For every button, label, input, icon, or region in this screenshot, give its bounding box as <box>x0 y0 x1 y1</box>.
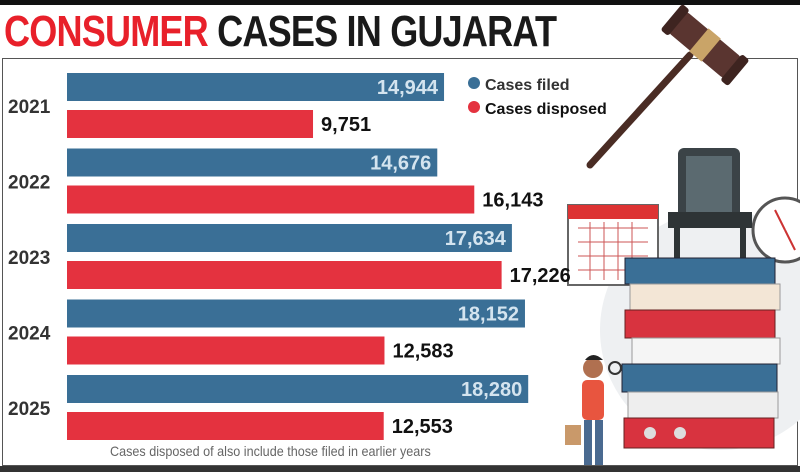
year-label: 2022 <box>8 173 50 194</box>
value-label-disposed: 12,553 <box>392 416 453 438</box>
value-label-disposed: 9,751 <box>321 114 371 136</box>
bar-cases-filed <box>67 224 512 252</box>
legend: Cases filed Cases disposed <box>468 77 607 118</box>
calendar-icon <box>567 204 659 286</box>
bar-cases-disposed <box>67 185 475 214</box>
year-label: 2025 <box>8 399 51 420</box>
footnote: Cases disposed of also include those fil… <box>110 443 431 459</box>
bar-cases-disposed <box>67 110 314 138</box>
year-label: 2023 <box>8 248 50 269</box>
chart-title: CONSUMER CASES IN GUJARAT <box>4 6 557 58</box>
value-label-disposed: 16,143 <box>482 190 543 212</box>
value-label-filed: 14,944 <box>377 77 439 99</box>
gavel-icon <box>586 4 749 169</box>
chair-icon <box>668 148 752 258</box>
clock-icon <box>751 196 800 264</box>
file-stack-icon <box>621 257 781 449</box>
year-label: 2024 <box>8 324 51 345</box>
title-part-black: CASES IN GUJARAT <box>217 7 557 56</box>
bar-cases-disposed <box>67 261 502 289</box>
bar-cases-disposed <box>67 336 385 365</box>
value-label-filed: 17,634 <box>445 228 507 250</box>
bar-cases-filed <box>67 375 529 403</box>
title-part-red: CONSUMER <box>4 7 209 56</box>
value-label-filed: 18,280 <box>461 379 522 401</box>
person-with-magnifier-icon <box>565 355 622 465</box>
legend-marker-disposed <box>468 101 480 113</box>
value-label-disposed: 17,226 <box>510 265 571 287</box>
year-label: 2021 <box>8 97 51 118</box>
bar-cases-filed <box>67 299 525 328</box>
bar-cases-filed <box>67 73 445 101</box>
value-label-disposed: 12,583 <box>392 341 453 363</box>
bar-cases-filed <box>67 148 438 177</box>
bottom-border <box>0 466 800 472</box>
bar-cases-disposed <box>67 412 384 440</box>
illustration <box>565 4 800 465</box>
value-label-filed: 14,676 <box>370 153 431 175</box>
legend-label-disposed: Cases disposed <box>485 101 607 118</box>
legend-label-filed: Cases filed <box>485 77 569 94</box>
legend-marker-filed <box>468 77 480 89</box>
top-border <box>0 0 800 5</box>
value-label-filed: 18,152 <box>458 304 519 326</box>
